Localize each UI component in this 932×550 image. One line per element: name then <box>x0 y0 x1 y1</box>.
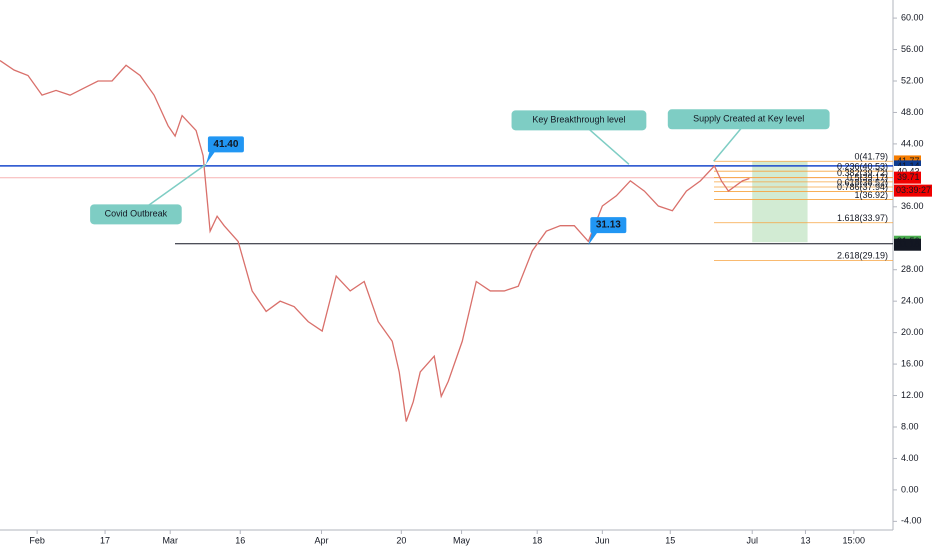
x-tick-label: Feb <box>29 535 45 545</box>
y-tick-label: 56.00 <box>901 44 924 54</box>
y-tick-label: 60.00 <box>901 12 924 22</box>
price-line <box>0 60 750 422</box>
price-tag-label: 41.14 <box>897 161 920 171</box>
target-zone <box>752 161 808 243</box>
callout-pointer <box>588 231 599 246</box>
x-tick-label: 17 <box>100 535 110 545</box>
x-tick-label: 13 <box>800 535 810 545</box>
note-label: Supply Created at Key level <box>693 114 804 124</box>
y-tick-label: 20.00 <box>901 327 924 337</box>
fib-label: 1.618(33.97) <box>837 213 888 223</box>
countdown: 03:39:27 <box>896 185 931 195</box>
y-tick-label: 12.00 <box>901 390 924 400</box>
price-tag-label: 40.43 <box>897 166 920 176</box>
fib-label: 2.618(29.19) <box>837 251 888 261</box>
fib-label: 0.382(39.72) <box>837 168 888 178</box>
y-tick-label: 44.00 <box>901 138 924 148</box>
note-box <box>90 204 182 225</box>
x-tick-label: 18 <box>532 535 542 545</box>
note-label: Covid Outbreak <box>105 209 168 219</box>
price-tag-label: 31.18 <box>897 239 920 249</box>
y-tick-label: 24.00 <box>901 296 924 306</box>
x-tick-label: 15:00 <box>843 535 866 545</box>
y-tick-label: 0.00 <box>901 484 919 494</box>
price-tag-label: 39.71 <box>897 172 920 182</box>
fib-label: 0.618(38.52) <box>837 177 888 187</box>
x-tick-label: Jun <box>595 535 610 545</box>
note-box <box>667 109 830 130</box>
y-tick-label: 36.00 <box>901 201 924 211</box>
callout-pointer <box>205 150 216 165</box>
y-tick-label: 48.00 <box>901 107 924 117</box>
y-tick-label: 52.00 <box>901 75 924 85</box>
callout-label: 31.13 <box>596 220 621 231</box>
fib-label: 0(41.79) <box>854 152 888 162</box>
x-tick-label: Apr <box>314 535 328 545</box>
fib-label: 0.236(40.53) <box>837 162 888 172</box>
price-tag <box>894 238 921 251</box>
x-tick-label: Mar <box>162 535 178 545</box>
x-tick-label: 16 <box>235 535 245 545</box>
x-tick-label: Jul <box>746 535 758 545</box>
y-tick-label: 16.00 <box>901 358 924 368</box>
callout-box <box>207 136 244 153</box>
note-box <box>511 110 647 131</box>
x-tick-label: 15 <box>665 535 675 545</box>
x-tick-label: 20 <box>396 535 406 545</box>
fib-label: 0.786(37.94) <box>837 182 888 192</box>
y-tick-label: 28.00 <box>901 264 924 274</box>
fib-label: 1(36.92) <box>854 190 888 200</box>
y-tick-label: -4.00 <box>901 516 922 526</box>
countdown-tag <box>894 184 932 197</box>
callout-box <box>590 217 627 234</box>
y-tick-label: 8.00 <box>901 421 919 431</box>
price-tag <box>894 171 921 184</box>
note-label: Key Breakthrough level <box>532 115 625 125</box>
x-tick-label: May <box>453 535 471 545</box>
callout-label: 41.40 <box>213 139 238 150</box>
fib-label: 0.5(39.17) <box>847 172 888 182</box>
y-tick-label: 4.00 <box>901 453 919 463</box>
